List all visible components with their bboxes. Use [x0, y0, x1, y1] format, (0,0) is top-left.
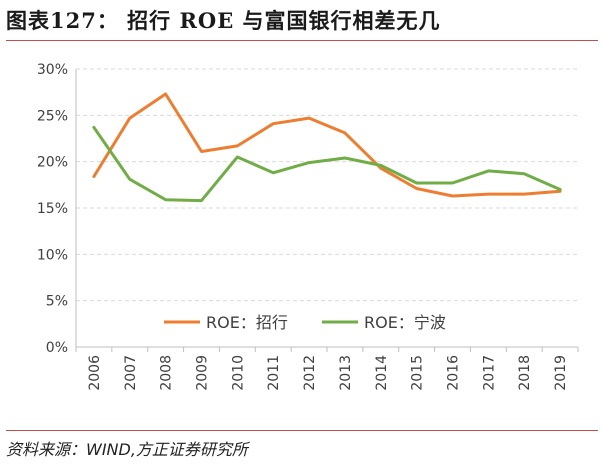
axes: 0% 5% 10% 15% 20% 25% 30% 2006 2007 2008 2009 2010 2… — [37, 62, 579, 391]
x-tick-label: 2010 — [230, 355, 246, 391]
series-lines — [92, 92, 562, 203]
x-tick-label: 2012 — [302, 355, 318, 391]
x-tick-label: 2008 — [159, 355, 175, 391]
line-chart: 0% 5% 10% 15% 20% 25% 30% 2006 2007 2008 2009 2010 2… — [37, 62, 579, 391]
x-tick-label: 2013 — [338, 355, 354, 391]
y-tick-label: 25% — [37, 108, 68, 124]
x-tick-label: 2009 — [195, 355, 211, 391]
legend-label-1: ROE：招行 — [206, 313, 288, 332]
legend-label-2: ROE：宁波 — [364, 313, 446, 332]
y-tick-label: 5% — [46, 294, 68, 310]
source-divider — [6, 430, 598, 431]
x-tick-label: 2007 — [123, 355, 139, 391]
x-tick-label: 2006 — [87, 355, 103, 391]
x-tick-label: 2014 — [374, 355, 390, 391]
series-line-1 — [92, 92, 562, 198]
source-note: 资料来源：WIND,方正证券研究所 — [6, 440, 248, 459]
figure-title: 图表127： 招行 ROE 与富国银行相差无几 — [6, 8, 441, 33]
y-tick-label: 15% — [37, 201, 68, 217]
x-tick-label: 2019 — [553, 355, 569, 391]
x-tick-label: 2015 — [410, 355, 426, 391]
title-divider — [6, 40, 598, 41]
y-tick-label: 20% — [37, 155, 68, 171]
x-tick-label: 2011 — [266, 355, 282, 391]
series-line-2 — [92, 125, 562, 203]
x-tick-label: 2016 — [446, 355, 462, 391]
y-tick-label: 0% — [46, 340, 68, 356]
x-tick-label: 2018 — [517, 355, 533, 391]
y-tick-label: 30% — [37, 62, 68, 78]
y-tick-label: 10% — [37, 247, 68, 263]
legend: ROE：招行 ROE：宁波 — [164, 313, 446, 332]
x-tick-label: 2017 — [481, 355, 497, 391]
